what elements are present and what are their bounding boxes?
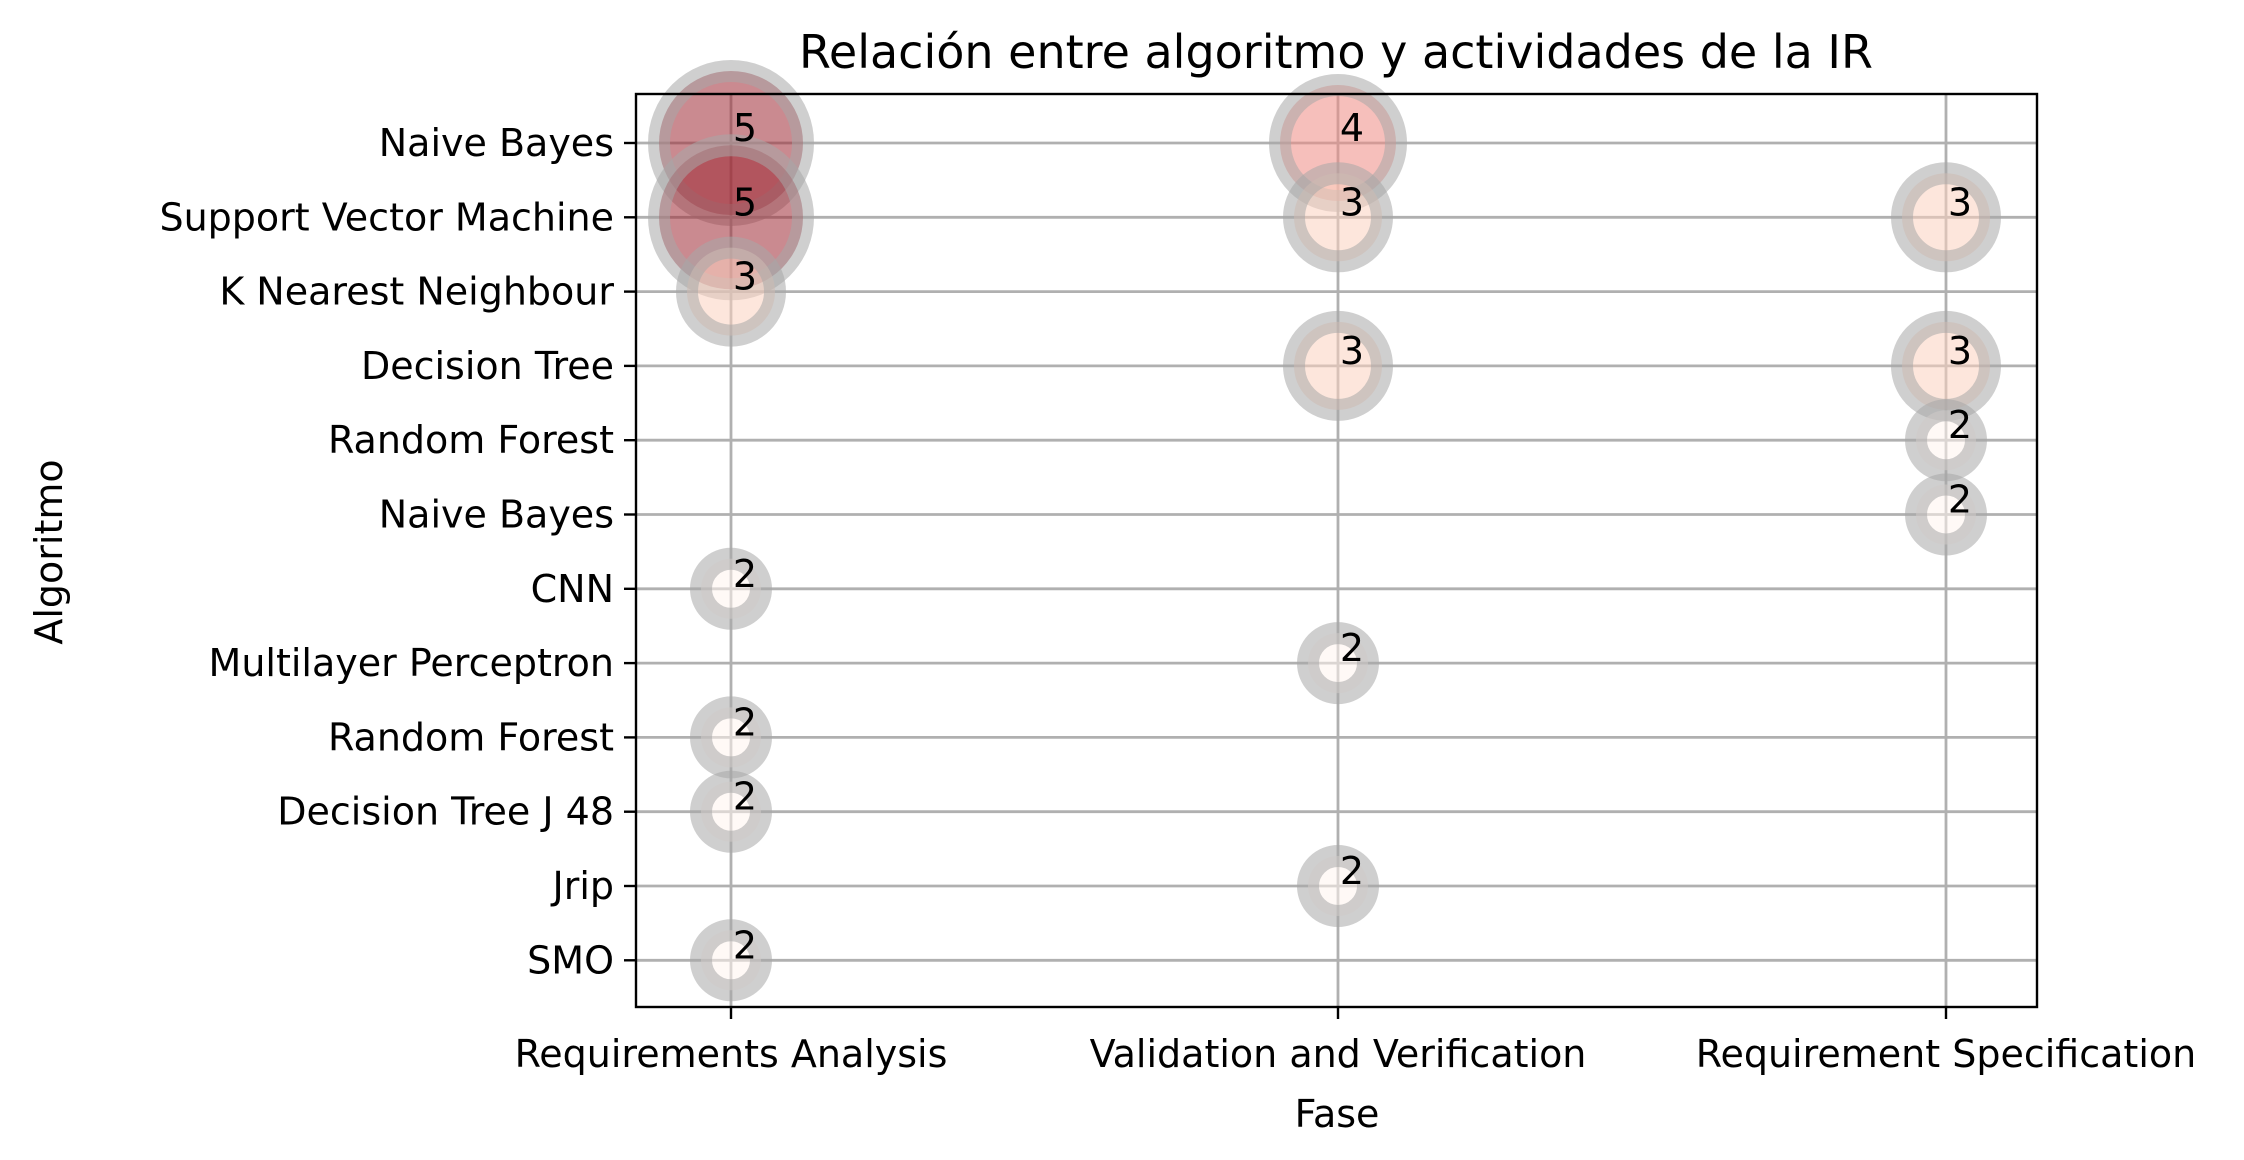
plot-frame — [634, 92, 2039, 1009]
x-axis-ticks: Requirements Analysis Validation and Veri… — [515, 1007, 2196, 1076]
y-tick-label: Random Forest — [328, 418, 614, 462]
x-tick-label: Requirements Analysis — [515, 1032, 948, 1076]
bubble-marker — [690, 696, 772, 779]
bubble-value-label: 2 — [1948, 478, 1972, 522]
bubble-point — [1891, 310, 2001, 421]
bubble-marker — [1297, 845, 1379, 927]
bubble-marker — [676, 236, 786, 347]
y-tick-label: Jrip — [550, 864, 614, 908]
value-label-layer: 5 5 3 2 2 2 2 4 3 3 2 2 3 3 2 2 — [733, 106, 1972, 967]
y-tick-label: Naive Bayes — [379, 493, 614, 537]
y-tick-label: Naive Bayes — [379, 121, 614, 165]
y-axis-label: Algoritmo — [27, 459, 71, 644]
bubble-layer — [648, 60, 2001, 1002]
bubble-value-label: 3 — [1340, 180, 1364, 224]
bubble-marker — [1905, 473, 1987, 556]
chart-title: Relación entre algoritmo y actividades d… — [799, 25, 1873, 79]
bubble-point — [676, 236, 786, 347]
bubble-point — [1283, 310, 1393, 421]
bubble-point — [690, 696, 772, 779]
bubble-marker — [1905, 399, 1987, 482]
bubble-marker — [1297, 622, 1379, 705]
y-tick-label: Decision Tree — [361, 344, 614, 388]
bubble-value-label: 2 — [1340, 849, 1364, 893]
bubble-point — [1891, 162, 2001, 273]
bubble-point — [690, 919, 772, 1002]
bubble-value-label: 2 — [733, 700, 757, 744]
bubble-value-label: 3 — [1948, 329, 1972, 373]
x-tick-label: Requirement Specification — [1696, 1032, 2196, 1076]
bubble-marker — [1891, 310, 2001, 421]
y-tick-label: SMO — [527, 938, 614, 982]
bubble-marker — [1283, 310, 1393, 421]
bubble-point — [690, 770, 772, 853]
bubble-value-label: 5 — [733, 180, 757, 224]
bubble-marker — [690, 919, 772, 1002]
bubble-point — [1905, 399, 1987, 482]
y-tick-label: Support Vector Machine — [159, 195, 614, 239]
y-tick-label: Multilayer Perceptron — [209, 641, 614, 685]
bubble-value-label: 5 — [733, 106, 757, 150]
y-tick-label: Random Forest — [328, 715, 614, 759]
bubble-marker — [690, 547, 772, 630]
y-tick-label: CNN — [531, 567, 614, 611]
y-axis-ticks: Naive Bayes Support Vector Machine K Near… — [159, 121, 636, 982]
bubble-marker — [690, 770, 772, 853]
x-axis-label: Fase — [1295, 1092, 1380, 1136]
bubble-marker — [1891, 162, 2001, 273]
y-tick-label: K Nearest Neighbour — [219, 270, 614, 314]
bubble-value-label: 2 — [733, 923, 757, 967]
bubble-value-label: 2 — [733, 552, 757, 596]
bubble-value-label: 3 — [1948, 180, 1972, 224]
x-tick-label: Validation and Verification — [1090, 1032, 1587, 1076]
bubble-value-label: 3 — [1340, 329, 1364, 373]
bubble-value-label: 4 — [1340, 106, 1364, 150]
bubble-value-label: 2 — [1340, 626, 1364, 670]
bubble-point — [1297, 845, 1379, 927]
bubble-value-label: 3 — [733, 255, 757, 299]
bubble-point — [1297, 622, 1379, 705]
bubble-value-label: 2 — [733, 775, 757, 819]
bubble-point — [690, 547, 772, 630]
bubble-value-label: 2 — [1948, 403, 1972, 447]
bubble-point — [1283, 162, 1393, 273]
bubble-point — [1905, 473, 1987, 556]
bubble-marker — [1283, 162, 1393, 273]
y-tick-label: Decision Tree J 48 — [277, 790, 614, 834]
